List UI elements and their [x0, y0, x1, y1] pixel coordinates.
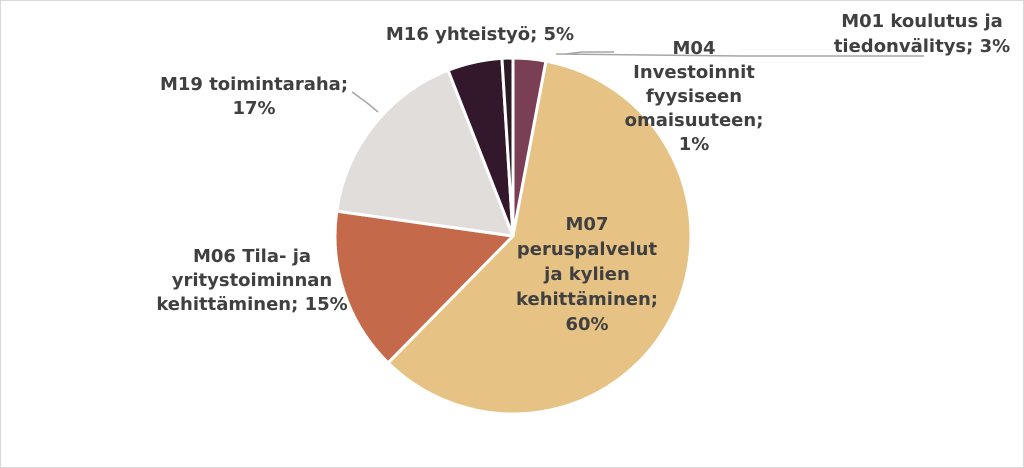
data-label-2: M06 Tila- ja yritystoiminnan kehittäminen;… [156, 246, 347, 315]
leader-line-0 [555, 53, 924, 57]
data-label-3: M19 toimintaraha; 17% [160, 74, 348, 119]
data-label-4-line-0: M16 yhteistyö; 5% [386, 24, 574, 45]
pie-slice-5 [500, 56, 515, 238]
data-label-5-line-4: 1% [679, 134, 710, 155]
data-label-5-line-2: fyysiseen [646, 86, 742, 107]
data-label-5-line-0: M04 [673, 38, 716, 59]
pie-slice-2 [333, 209, 515, 365]
leader-line-3 [351, 91, 379, 113]
pie-slice-1 [386, 59, 693, 416]
data-label-5-line-1: Investoinnit [633, 62, 755, 83]
pie-slices [333, 56, 693, 416]
data-label-1: M07 peruspalvelut ja kylien kehittäminen; 60… [516, 214, 658, 335]
data-label-0-line-1: tiedonvälitys; 3% [834, 36, 1010, 57]
data-label-3-line-0: M19 toimintaraha; [160, 74, 348, 95]
data-label-3-line-1: 17% [232, 98, 275, 119]
data-label-1-line-1: peruspalvelut [517, 239, 658, 260]
data-label-0: M01 koulutus ja tiedonvälitys; 3% [834, 11, 1010, 57]
data-label-5: M04 Investoinnit fyysiseen omaisuuteen; 1% [625, 38, 764, 155]
data-label-1-line-3: kehittäminen; [516, 289, 658, 310]
data-label-1-line-0: M07 [566, 214, 609, 235]
data-label-1-line-2: ja kylien [543, 264, 630, 285]
data-labels: M01 koulutus ja tiedonvälitys; 3% M07 perus… [156, 11, 1010, 335]
data-label-2-line-1: yritystoiminnan [172, 270, 333, 291]
data-label-4: M16 yhteistyö; 5% [386, 24, 574, 45]
pie-slice-3 [335, 68, 515, 238]
leader-line-4 [565, 51, 614, 55]
data-label-1-line-4: 60% [565, 314, 608, 335]
leader-lines [351, 51, 924, 113]
data-label-2-line-2: kehittäminen; 15% [156, 294, 347, 315]
data-label-2-line-0: M06 Tila- ja [193, 246, 311, 267]
data-label-5-line-3: omaisuuteen; [625, 110, 764, 131]
data-label-0-line-0: M01 koulutus ja [841, 11, 1003, 32]
